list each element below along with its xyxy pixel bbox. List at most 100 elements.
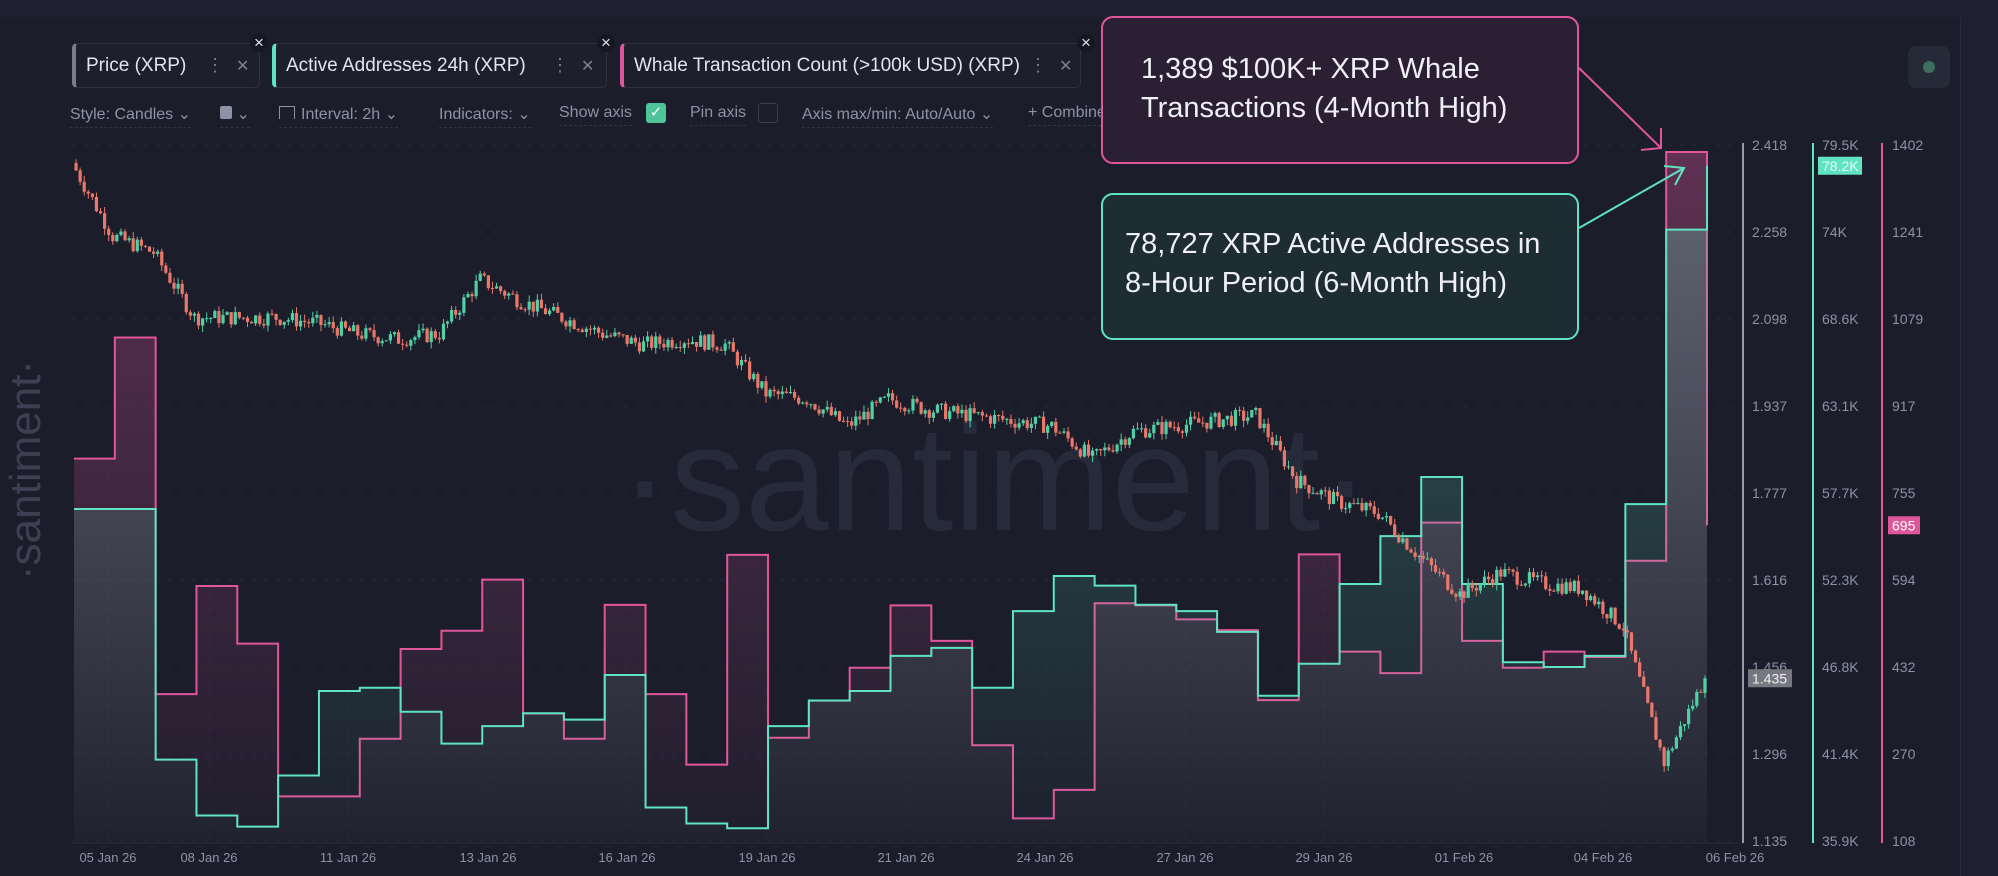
candle — [1144, 428, 1148, 438]
whale_tx-current-badge — [1888, 516, 1920, 535]
color-swatch-icon — [220, 106, 232, 119]
candle — [1364, 502, 1368, 511]
price-tick-label: 1.777 — [1752, 485, 1787, 501]
candle — [1678, 725, 1683, 738]
candle — [1384, 516, 1389, 518]
candle — [825, 406, 829, 410]
candle — [874, 401, 878, 403]
candle — [401, 343, 405, 345]
candle — [119, 231, 123, 235]
candle — [1090, 450, 1095, 456]
indicators-dropdown[interactable]: Indicators: ⌄ — [439, 104, 531, 128]
candle — [1401, 538, 1405, 543]
candle — [1389, 516, 1393, 525]
remove-icon[interactable]: ✕ — [236, 57, 250, 75]
candle — [1437, 571, 1442, 573]
candle — [682, 343, 686, 348]
axis-maxmin-dropdown[interactable]: Axis max/min: Auto/Auto ⌄ — [802, 104, 994, 128]
right-panel — [1960, 18, 1998, 876]
candle — [86, 191, 90, 194]
candle — [1229, 415, 1233, 426]
candle — [437, 337, 441, 340]
candle — [1446, 574, 1450, 590]
combine-button[interactable]: + Combine — [1028, 104, 1106, 126]
more-icon[interactable]: ⋮ — [551, 55, 569, 75]
candle — [1095, 449, 1099, 451]
candle — [1470, 582, 1474, 588]
candle — [241, 317, 246, 319]
candle — [703, 335, 707, 350]
whale-annotation-line1: 1,389 $100K+ XRP Whale — [1141, 53, 1480, 85]
candle — [1201, 422, 1205, 424]
candle — [1540, 575, 1544, 577]
chevron-down-icon: ⌄ — [384, 106, 399, 123]
candle — [621, 334, 625, 336]
more-icon[interactable]: ⋮ — [1029, 55, 1047, 75]
candle — [797, 397, 801, 404]
color-dropdown[interactable]: ⌄ — [220, 104, 250, 128]
close-tab-whale-button[interactable]: × — [1077, 34, 1095, 52]
style-dropdown[interactable]: Style: Candles ⌄ — [70, 104, 192, 128]
candle — [662, 343, 666, 348]
candle — [1352, 503, 1356, 505]
candle — [952, 406, 956, 412]
candle — [1250, 410, 1254, 418]
candle — [531, 301, 535, 312]
candle — [1576, 580, 1581, 594]
candle — [756, 373, 760, 388]
candle — [1621, 628, 1625, 631]
candle — [862, 411, 866, 420]
tab-price[interactable]: Price (XRP) ⋮ ✕ — [72, 43, 260, 88]
tab-active-addresses[interactable]: Active Addresses 24h (XRP) ⋮ ✕ — [272, 43, 607, 88]
close-tab-price-button[interactable]: × — [250, 34, 268, 52]
candle — [1009, 418, 1013, 424]
show-axis-checkbox[interactable]: ✓ — [646, 103, 666, 123]
candle — [805, 402, 809, 405]
chevron-down-icon: ⌄ — [979, 106, 994, 123]
close-tab-active-addresses-button[interactable]: × — [597, 34, 615, 52]
candle — [523, 309, 527, 311]
candle — [939, 403, 944, 405]
candle — [1066, 431, 1070, 439]
price-tick-label: 2.418 — [1752, 137, 1787, 153]
x-tick-label: 19 Jan 26 — [738, 850, 795, 865]
candle — [650, 336, 654, 348]
more-icon[interactable]: ⋮ — [206, 55, 224, 75]
candle — [1246, 417, 1250, 421]
candle — [780, 391, 784, 395]
candle — [364, 328, 368, 339]
candle — [1433, 565, 1438, 572]
candle — [576, 329, 580, 331]
candle — [98, 211, 103, 214]
candle — [846, 421, 850, 423]
whale-arrow — [1578, 67, 1662, 149]
candle — [1078, 449, 1082, 457]
candle — [388, 334, 392, 341]
candle — [1315, 493, 1319, 495]
candle — [192, 313, 197, 316]
candle — [1225, 415, 1229, 420]
candle — [311, 317, 315, 324]
remove-icon[interactable]: ✕ — [581, 57, 595, 75]
chevron-down-icon: ⌄ — [517, 106, 531, 123]
candle — [294, 313, 299, 327]
candle — [784, 391, 788, 394]
candle — [719, 349, 723, 351]
candle — [1086, 444, 1091, 456]
tab-whale-transactions[interactable]: Whale Transaction Count (>100k USD) (XRP… — [620, 43, 1081, 88]
candle — [968, 408, 972, 422]
chart-settings-button[interactable] — [1908, 46, 1950, 88]
candle — [837, 411, 842, 421]
candle — [1568, 582, 1572, 592]
candle — [1703, 678, 1707, 693]
candle — [1503, 569, 1507, 577]
whale-annotation: 1,389 $100K+ XRP Whale Transactions (4-M… — [1101, 16, 1579, 164]
candle — [1670, 748, 1674, 751]
pin-axis-checkbox[interactable] — [758, 103, 778, 123]
interval-dropdown[interactable]: Interval: 2h ⌄ — [279, 104, 399, 128]
candle — [356, 325, 360, 336]
candle — [641, 341, 646, 352]
remove-icon[interactable]: ✕ — [1059, 57, 1073, 75]
candle — [188, 312, 192, 316]
